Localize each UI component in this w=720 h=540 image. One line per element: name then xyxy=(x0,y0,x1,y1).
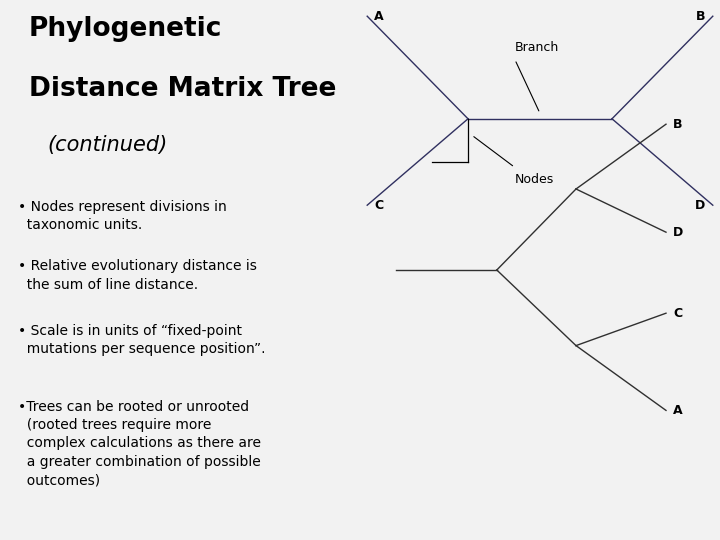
Text: Nodes: Nodes xyxy=(515,173,554,186)
Text: A: A xyxy=(673,404,683,417)
Text: (continued): (continued) xyxy=(48,135,168,155)
Text: Branch: Branch xyxy=(515,41,559,54)
Text: • Relative evolutionary distance is
  the sum of line distance.: • Relative evolutionary distance is the … xyxy=(18,259,257,292)
Text: •Trees can be rooted or unrooted
  (rooted trees require more
  complex calculat: •Trees can be rooted or unrooted (rooted… xyxy=(18,400,261,487)
Text: Phylogenetic: Phylogenetic xyxy=(29,16,222,42)
Text: C: C xyxy=(374,199,384,212)
Text: • Nodes represent divisions in
  taxonomic units.: • Nodes represent divisions in taxonomic… xyxy=(18,200,227,232)
Text: D: D xyxy=(673,226,683,239)
Text: D: D xyxy=(696,199,706,212)
Text: C: C xyxy=(673,307,683,320)
Text: B: B xyxy=(673,118,683,131)
Text: • Scale is in units of “fixed-point
  mutations per sequence position”.: • Scale is in units of “fixed-point muta… xyxy=(18,324,266,356)
Text: B: B xyxy=(696,10,706,23)
Text: A: A xyxy=(374,10,384,23)
Text: Distance Matrix Tree: Distance Matrix Tree xyxy=(29,76,336,102)
